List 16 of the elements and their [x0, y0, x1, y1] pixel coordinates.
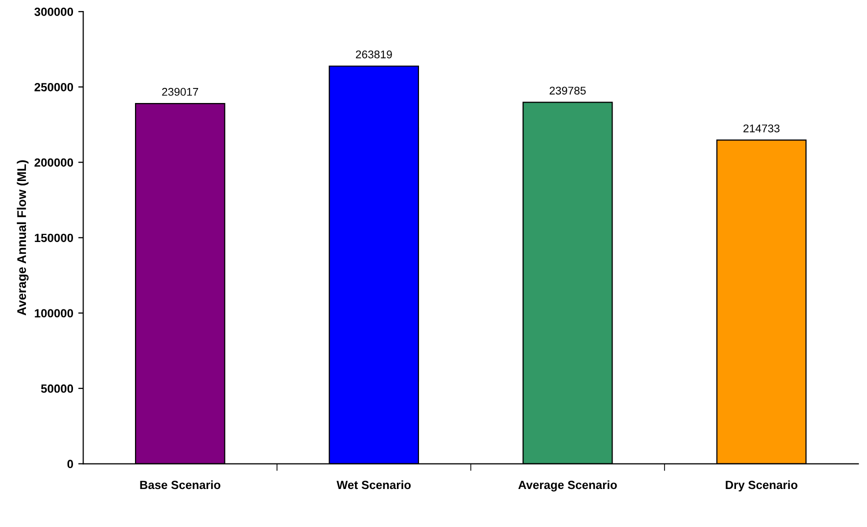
x-tick-label: Wet Scenario — [336, 480, 411, 490]
y-tick-label: 150000 — [34, 234, 74, 242]
x-tick-label: Average Scenario — [518, 480, 617, 492]
y-tick-label: 300000 — [34, 8, 74, 16]
y-tick-label: 0 — [67, 460, 74, 468]
x-tick-label: Dry Scenario — [726, 480, 798, 492]
y-axis-title: Average Annual Flow (ML) — [16, 160, 29, 316]
y-tick-label: 250000 — [34, 82, 74, 92]
data-label: 239017 — [162, 88, 198, 96]
data-label: 214733 — [743, 124, 780, 132]
data-label: 263819 — [356, 50, 392, 58]
data-label: 239785 — [550, 86, 586, 95]
y-tick-label: 50000 — [41, 384, 74, 393]
y-tick-label: 200000 — [34, 158, 74, 167]
x-tick-label: Base Scenario — [140, 480, 220, 490]
y-tick-label: 100000 — [34, 309, 74, 318]
